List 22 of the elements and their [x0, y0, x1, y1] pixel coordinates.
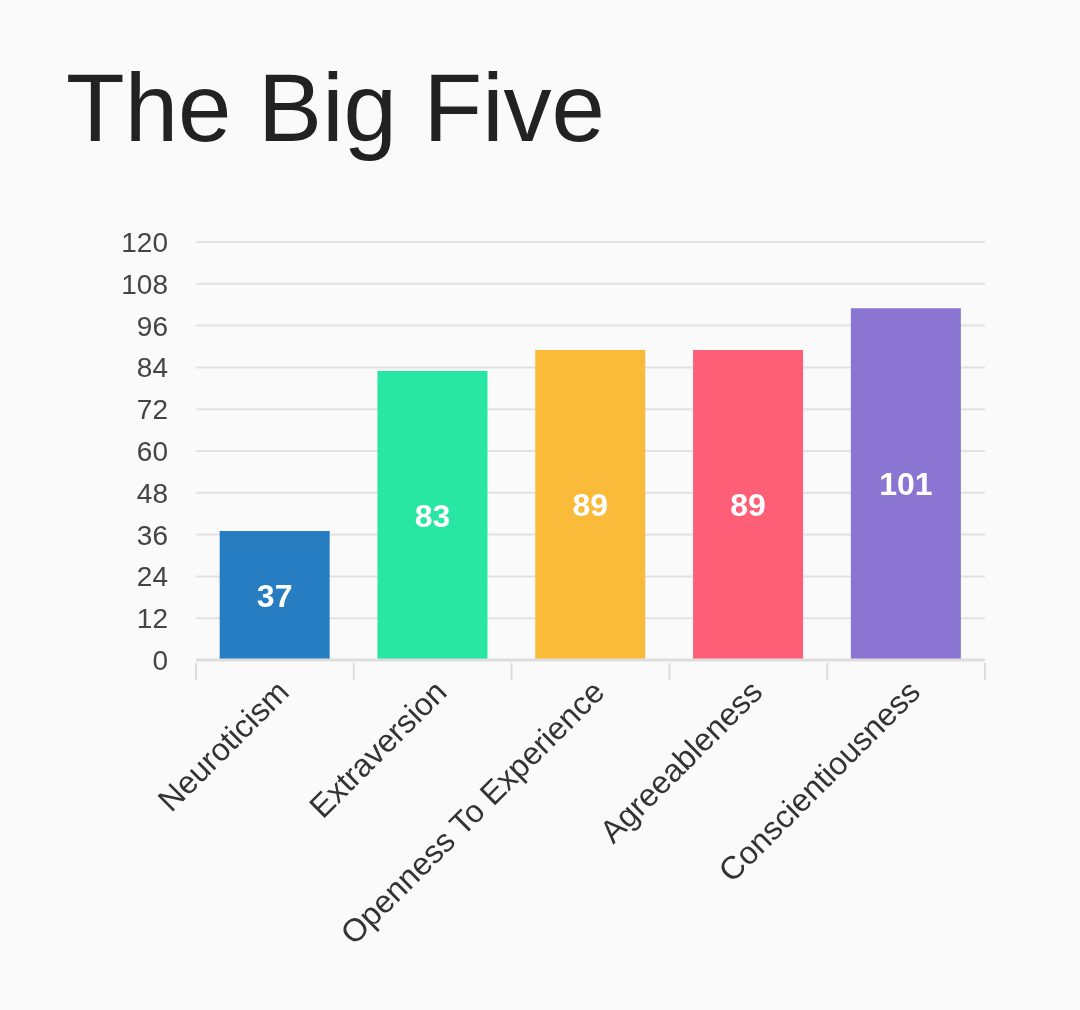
y-tick-label: 96: [136, 310, 168, 342]
chart-title: The Big Five: [66, 54, 605, 161]
y-tick-label: 84: [136, 352, 168, 384]
y-tick-label: 60: [136, 435, 168, 467]
y-tick-label: 108: [121, 268, 168, 300]
data-label: 89: [572, 487, 609, 524]
bar: [535, 349, 646, 660]
bar: [219, 531, 330, 660]
data-label: 37: [256, 577, 293, 614]
bar: [693, 349, 804, 660]
bar: [377, 370, 488, 660]
y-tick-label: 120: [121, 226, 168, 258]
y-tick-label: 0: [152, 644, 168, 676]
y-tick-label: 72: [136, 394, 168, 426]
y-tick-label: 48: [136, 477, 168, 509]
data-label: 89: [730, 487, 766, 524]
y-tick-label: 12: [136, 603, 168, 635]
bar: [850, 308, 961, 660]
y-tick-label: 36: [136, 519, 168, 551]
data-label: 83: [414, 497, 451, 534]
data-label: 101: [879, 466, 933, 503]
y-tick-label: 24: [136, 561, 168, 593]
